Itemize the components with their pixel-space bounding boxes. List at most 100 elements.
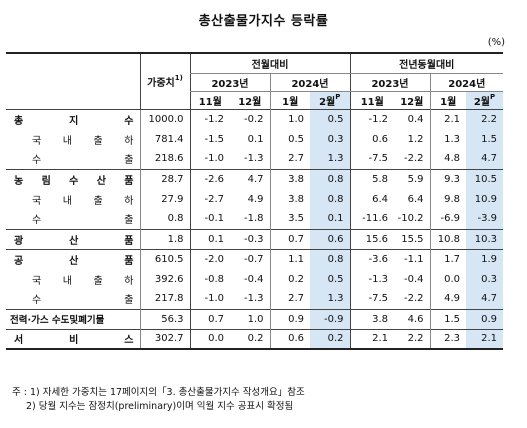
table-row: 국 내 출 하국내출하27.9-2.74.93.80.86.46.49.810.… [6,189,504,209]
row-label-char: 산 [96,175,106,187]
table-body: 총 지 수총지수1000.0-1.2-0.21.00.5-1.20.42.12.… [6,108,504,349]
yoy-cell: -1.3 [349,269,394,289]
yoy-cell: 6.4 [407,193,424,205]
yoy-cell: -7.5 [349,149,394,169]
table-row: 수 출수출217.8-1.0-1.32.71.3-7.5-2.24.94.7 [6,289,504,309]
yoy-cell: 10.5 [466,168,504,189]
mom-cell: -1.0 [189,289,230,309]
yoy-cell: 1.5 [429,308,466,329]
yoy-cell: 15.6 [349,228,394,249]
yoy-cell: 0.4 [394,108,430,129]
row-label-char: 수 [32,295,42,307]
weight-cell: 217.8 [139,289,190,309]
mom-cell: -0.1 [189,209,230,229]
yoy-cell: 0.0 [429,269,466,289]
mom-cell: -0.9 [310,308,350,329]
mom-cell: 0.2 [230,328,270,349]
mom-cell: 0.2 [269,269,310,289]
row-label-char: 국 [32,135,42,147]
row-label-char: 광 [14,235,24,247]
mom-cell: 0.2 [310,328,350,349]
mom-cell: 4.9 [247,193,264,205]
mom-cell: -0.4 [243,273,264,285]
weight-label: 가중치 [147,77,175,89]
mom-cell: -0.2 [230,108,270,129]
row-label-char: 내 [62,195,72,207]
row-label-char: 품 [124,235,134,247]
yoy-cell: -1.1 [394,248,430,269]
mom-cell: 0.5 [310,108,350,129]
row-label: 전력·가스 수도및폐기물 [6,308,140,329]
mom-cell: -1.5 [189,129,230,149]
row-label-char: 품 [124,255,134,267]
footnote-1: 주 : 1) 자세한 가중치는 17페이지의「3. 총산출물가지수 작성개요」참… [12,387,305,398]
mom-cell: -2.6 [189,168,230,189]
row-label-char: 림 [41,175,51,187]
row-label-char: 하 [124,135,134,147]
weight-cell: 218.6 [139,149,190,169]
mom-cell: 3.8 [269,168,310,189]
row-label: 농 림 수 산 품농림수산품 [6,168,140,189]
mom-cell: 1.3 [310,149,350,169]
table-row: 서 비 스서비스302.70.00.20.60.22.12.22.32.1 [6,328,504,349]
row-label-char: 지 [69,115,79,127]
row-label-char: 수 [69,175,79,187]
yoy-cell: -10.2 [397,213,424,225]
weight-cell: 1000.0 [139,108,190,129]
yoy-cell: -11.6 [349,209,394,229]
yoy-cell: 4.8 [429,149,466,169]
yoy-cell: -6.9 [429,209,466,229]
weight-cell: 302.7 [139,328,190,349]
header-row-group: 가중치1) 전월대비 전년동월대비 [6,53,504,109]
yoy-cell: 4.6 [394,308,430,329]
row-label-char: 출 [124,215,134,227]
row-label-char: 국 [32,195,42,207]
yoy-cell: 1.2 [407,133,424,145]
yoy-cell: 4.7 [466,289,504,309]
row-label-char: 내 [62,135,72,147]
yoy-cell: 3.8 [349,308,394,329]
table-row: 수 출수출218.6-1.0-1.32.71.3-7.5-2.24.84.7 [6,149,504,169]
footnote-2: 2) 당월 지수는 잠정치(preliminary)이며 익월 지수 공표시 확… [26,401,294,412]
mom-cell: 4.7 [230,168,270,189]
header-mom: 전월대비 [189,53,350,74]
mom-cell: -0.3 [230,228,270,249]
table-row: 총 지 수총지수1000.0-1.2-0.21.00.5-1.20.42.12.… [6,108,504,129]
row-label-char: 출 [93,275,103,287]
yoy-cell: -1.2 [349,108,394,129]
row-label-char: 수 [32,215,42,227]
header-weight: 가중치1) [139,53,190,109]
header-mom-m2: 2월P [310,91,350,109]
yoy-cell: 2.2 [466,108,504,129]
row-label-char: 출 [93,195,103,207]
yoy-cell: 10.3 [466,228,504,249]
row-label: 서 비 스서비스 [6,328,140,349]
yoy-cell: 1.3 [429,129,466,149]
row-label: 국 내 출 하국내출하 [6,129,140,149]
weight-note: 1) [174,73,183,82]
yoy-cell: -2.2 [403,293,424,305]
mom-cell: 0.1 [247,133,264,145]
mom-cell: 1.3 [310,289,350,309]
yoy-cell: -3.6 [349,248,394,269]
header-mom-m1: 1월 [269,91,310,109]
header-yoy: 전년동월대비 [349,53,504,74]
table-row: 국 내 출 하국내출하392.6-0.8-0.40.20.5-1.3-0.40.… [6,269,504,289]
mom-cell: 3.8 [269,189,310,209]
yoy-cell: 6.4 [349,189,394,209]
yoy-cell: 1.9 [466,248,504,269]
mom-cell: -1.3 [243,293,264,305]
mom-cell: 2.7 [269,149,310,169]
row-label: 총 지 수총지수 [6,108,140,129]
row-label-char: 품 [124,175,134,187]
header-mom-m11: 11월 [189,91,230,109]
mom-cell: 0.1 [189,228,230,249]
index-table: 가중치1) 전월대비 전년동월대비 2023년 2024년 2023년 2024… [6,52,504,350]
header-row-year: 2023년 2024년 2023년 2024년 [6,73,504,92]
header-yoy-m2-label: 2월 [473,96,491,108]
yoy-cell: 1.5 [466,129,504,149]
row-label-char: 국 [32,275,42,287]
weight-cell: 610.5 [139,248,190,269]
mom-cell: -0.7 [230,248,270,269]
yoy-cell: -3.9 [466,209,504,229]
